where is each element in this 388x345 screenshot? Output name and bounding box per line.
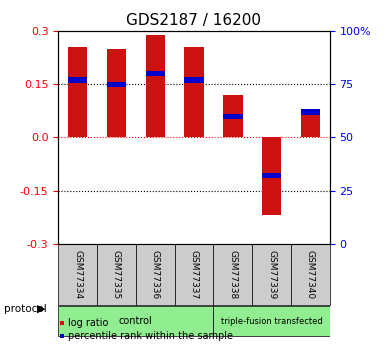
Bar [262, 173, 281, 178]
Text: GSM77338: GSM77338 [228, 250, 237, 299]
Bar [301, 109, 320, 115]
Text: control: control [119, 316, 152, 326]
FancyBboxPatch shape [252, 244, 291, 305]
Text: log ratio: log ratio [68, 318, 109, 327]
Text: ▶: ▶ [37, 304, 45, 314]
Bar [68, 47, 87, 137]
FancyBboxPatch shape [58, 244, 97, 305]
Bar [223, 114, 242, 119]
Bar [146, 71, 165, 76]
Text: protocol: protocol [4, 304, 47, 314]
Bar [262, 137, 281, 216]
Bar [184, 77, 204, 83]
Text: GSM77337: GSM77337 [189, 250, 199, 299]
Bar [301, 109, 320, 137]
FancyBboxPatch shape [97, 244, 136, 305]
Bar [68, 77, 87, 83]
Text: GSM77339: GSM77339 [267, 250, 276, 299]
Text: GSM77335: GSM77335 [112, 250, 121, 299]
FancyBboxPatch shape [213, 244, 252, 305]
FancyBboxPatch shape [175, 244, 213, 305]
FancyBboxPatch shape [291, 244, 330, 305]
Text: GSM77334: GSM77334 [73, 250, 82, 299]
FancyBboxPatch shape [213, 306, 330, 336]
FancyBboxPatch shape [58, 306, 213, 336]
Text: percentile rank within the sample: percentile rank within the sample [68, 331, 233, 341]
Bar [146, 34, 165, 137]
Bar [107, 49, 126, 137]
Text: triple-fusion transfected: triple-fusion transfected [221, 317, 322, 326]
Title: GDS2187 / 16200: GDS2187 / 16200 [126, 13, 262, 29]
Bar [223, 95, 242, 137]
FancyBboxPatch shape [136, 244, 175, 305]
Text: GSM77336: GSM77336 [151, 250, 160, 299]
Bar [184, 47, 204, 137]
Text: GSM77340: GSM77340 [306, 250, 315, 299]
Bar [107, 81, 126, 87]
